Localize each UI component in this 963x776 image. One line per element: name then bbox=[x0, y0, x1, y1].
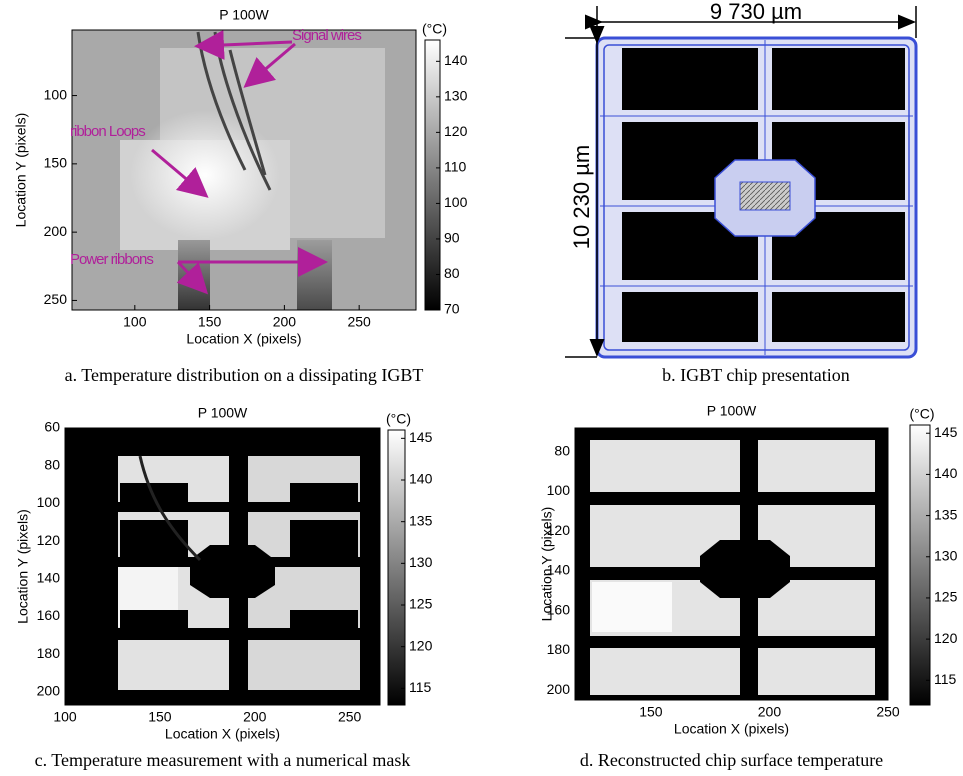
x-tick-label: 250 bbox=[876, 704, 900, 720]
colorbar-tick-label: 125 bbox=[934, 589, 958, 605]
y-tick-label: 80 bbox=[44, 456, 60, 472]
colorbar-tick-label: 145 bbox=[409, 429, 433, 445]
colorbar bbox=[909, 424, 931, 706]
colorbar-tick-label: 130 bbox=[409, 554, 433, 570]
caption: a. Temperature distribution on a dissipa… bbox=[65, 365, 424, 385]
y-tick-label: 150 bbox=[44, 155, 68, 171]
y-tick-label: 100 bbox=[44, 86, 68, 102]
y-tick-label: 120 bbox=[37, 532, 61, 548]
colorbar-tick-label: 145 bbox=[934, 424, 958, 440]
colorbar-unit: (°C) bbox=[422, 21, 447, 37]
colorbar-tick-label: 130 bbox=[934, 547, 958, 563]
x-tick-label: 200 bbox=[758, 704, 782, 720]
colorbar-tick-label: 140 bbox=[934, 465, 958, 481]
y-tick-label: 80 bbox=[554, 443, 570, 459]
x-tick-label: 200 bbox=[243, 709, 267, 725]
y-tick-label: 160 bbox=[547, 601, 571, 617]
panel-title: P 100W bbox=[219, 7, 269, 23]
masked-image bbox=[65, 428, 380, 705]
annotation-arrows bbox=[151, 29, 328, 295]
y-tick-label: 100 bbox=[37, 494, 61, 510]
panel-title: P 100W bbox=[198, 405, 248, 421]
y-tick-label: 160 bbox=[37, 607, 61, 623]
y-tick-label: 250 bbox=[44, 291, 68, 307]
chip-diagram bbox=[565, 6, 918, 359]
y-axis-label: Location Y (pixels) bbox=[15, 509, 31, 624]
panel-title: P 100W bbox=[707, 403, 757, 419]
x-tick-label: 250 bbox=[338, 709, 362, 725]
colorbar-tick-label: 110 bbox=[444, 159, 467, 175]
x-axis-label: Location X (pixels) bbox=[165, 726, 280, 742]
y-tick-label: 60 bbox=[44, 419, 60, 435]
y-tick-label: 140 bbox=[37, 569, 61, 585]
x-axis-label: Location X (pixels) bbox=[186, 331, 301, 347]
x-tick-label: 100 bbox=[53, 709, 77, 725]
y-tick-label: 120 bbox=[547, 522, 571, 538]
y-tick-label: 200 bbox=[44, 223, 68, 239]
caption: c. Temperature measurement with a numeri… bbox=[35, 750, 411, 770]
x-axis-label: Location X (pixels) bbox=[674, 721, 789, 737]
y-tick-label: 100 bbox=[547, 482, 571, 498]
y-axis-label: Location Y (pixels) bbox=[13, 113, 29, 228]
height-label: 10 230 µm bbox=[569, 145, 594, 249]
caption: d. Reconstructed chip surface temperatur… bbox=[580, 750, 883, 770]
y-axis-label: Location Y (pixels) bbox=[539, 507, 555, 622]
colorbar-tick-label: 120 bbox=[409, 637, 433, 653]
x-tick-label: 150 bbox=[198, 314, 222, 330]
colorbar-unit: (°C) bbox=[386, 411, 411, 427]
x-tick-label: 250 bbox=[347, 314, 371, 330]
y-tick-label: 180 bbox=[547, 641, 571, 657]
y-tick-label: 200 bbox=[547, 681, 571, 697]
colorbar-tick-label: 80 bbox=[444, 265, 460, 281]
colorbar-tick-label: 120 bbox=[934, 630, 958, 646]
y-tick-label: 140 bbox=[547, 562, 571, 578]
width-label: 9 730 µm bbox=[710, 0, 802, 24]
colorbar-tick-label: 140 bbox=[409, 471, 433, 487]
colorbar bbox=[387, 429, 406, 706]
thermal-image bbox=[72, 30, 416, 310]
colorbar-tick-label: 100 bbox=[444, 194, 468, 210]
plot-frame bbox=[574, 427, 889, 701]
colorbar-tick-label: 115 bbox=[409, 679, 432, 695]
y-tick-label: 200 bbox=[37, 683, 61, 699]
colorbar-tick-label: 135 bbox=[409, 512, 433, 528]
annotation: Signal wires bbox=[292, 27, 361, 44]
x-tick-label: 150 bbox=[639, 704, 663, 720]
colorbar-tick-label: 125 bbox=[409, 596, 433, 612]
x-tick-label: 100 bbox=[123, 314, 147, 330]
reconstructed-image bbox=[575, 428, 888, 700]
colorbar-tick-label: 130 bbox=[444, 88, 468, 104]
colorbar-unit: (°C) bbox=[909, 406, 934, 422]
colorbar-tick-label: 90 bbox=[444, 230, 460, 246]
colorbar-tick-label: 120 bbox=[444, 123, 468, 139]
x-tick-label: 150 bbox=[148, 709, 172, 725]
caption: b. IGBT chip presentation bbox=[662, 365, 850, 385]
y-tick-label: 180 bbox=[37, 645, 61, 661]
colorbar-tick-label: 115 bbox=[934, 671, 957, 687]
colorbar-tick-label: 140 bbox=[444, 52, 468, 68]
annotation: ribbon Loops bbox=[70, 123, 145, 140]
colorbar bbox=[424, 39, 441, 311]
plot-frame bbox=[71, 29, 417, 311]
x-tick-label: 200 bbox=[273, 314, 297, 330]
colorbar-tick-label: 135 bbox=[934, 506, 958, 522]
plot-frame bbox=[64, 427, 381, 706]
colorbar-tick-label: 70 bbox=[444, 301, 460, 317]
annotation: Power ribbons bbox=[70, 251, 153, 268]
